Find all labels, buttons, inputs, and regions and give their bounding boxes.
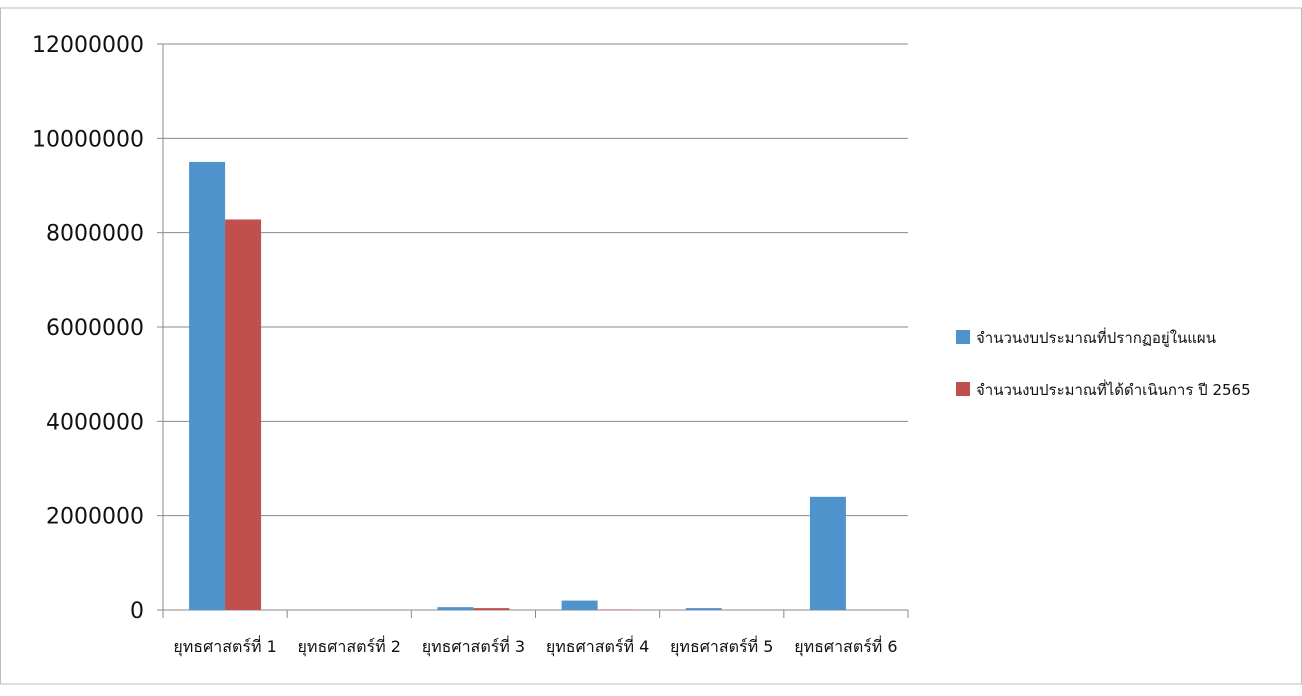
- x-tick-label: ยุทธศาสตร์ที่ 1: [173, 635, 276, 657]
- x-tick-label: ยุทธศาสตร์ที่ 6: [794, 635, 897, 657]
- y-tick-label: 8000000: [46, 222, 144, 247]
- legend-swatch-2: [956, 382, 970, 396]
- bar-series-2-1: [225, 219, 261, 610]
- y-tick-label: 2000000: [46, 505, 144, 530]
- bar-series-1-1: [189, 162, 225, 610]
- x-tick-label: ยุทธศาสตร์ที่ 3: [422, 635, 525, 657]
- x-tick-label: ยุทธศาสตร์ที่ 4: [546, 635, 649, 657]
- legend-label-1: จำนวนงบประมาณที่ปรากฏอยู่ในแผน: [976, 327, 1216, 347]
- legend-label-2: จำนวนงบประมาณที่ได้ดำเนินการ ปี 2565: [976, 379, 1251, 399]
- x-tick-label: ยุทธศาสตร์ที่ 2: [298, 635, 401, 657]
- bar-series-1-5: [686, 608, 722, 610]
- y-tick-label: 12000000: [32, 33, 144, 58]
- y-tick-label: 6000000: [46, 316, 144, 341]
- bar-series-1-3: [437, 607, 473, 610]
- y-tick-label: 4000000: [46, 410, 144, 435]
- legend-swatch-1: [956, 330, 970, 344]
- bar-series-1-4: [562, 601, 598, 610]
- bar-series-1-6: [810, 497, 846, 610]
- x-tick-label: ยุทธศาสตร์ที่ 5: [670, 635, 773, 657]
- bar-series-2-3: [473, 608, 509, 610]
- y-tick-label: 10000000: [32, 127, 144, 152]
- y-tick-label: 0: [130, 599, 144, 624]
